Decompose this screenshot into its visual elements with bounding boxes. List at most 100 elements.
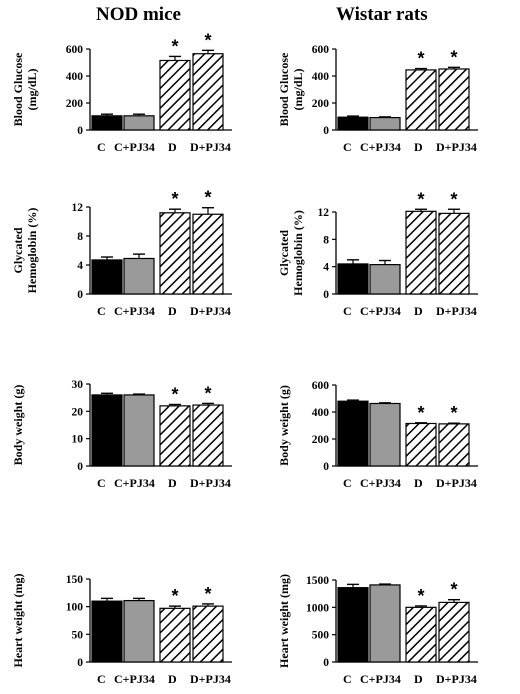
y-axis-label: Glycated bbox=[277, 230, 291, 276]
y-axis-label: Blood Glucose bbox=[277, 52, 291, 126]
chart-rat-bw: 0 200 400 600 Body weight (g) C C+PJ34 * D * D+PJ3… bbox=[277, 380, 478, 490]
bar-d-pj34 bbox=[438, 423, 470, 467]
bar-d-pj34 bbox=[192, 605, 224, 663]
bar-d-pj34 bbox=[192, 404, 224, 467]
category-label: C+PJ34 bbox=[114, 140, 155, 154]
y-tick-label: 400 bbox=[312, 407, 330, 419]
y-axis-label: Hemoglobin (%) bbox=[291, 210, 305, 296]
category-label: C+PJ34 bbox=[114, 304, 155, 318]
category-label: C+PJ34 bbox=[360, 672, 401, 686]
category-label: C+PJ34 bbox=[360, 476, 401, 490]
bar-c bbox=[337, 400, 369, 467]
y-tick-label: 0 bbox=[77, 461, 83, 473]
y-tick-label: 1000 bbox=[306, 602, 329, 614]
bar-d-pj34 bbox=[438, 68, 470, 131]
category-label: D+PJ34 bbox=[190, 140, 231, 154]
y-tick-label: 0 bbox=[77, 657, 83, 669]
y-tick-label: 1500 bbox=[306, 575, 329, 587]
significance-star: * bbox=[417, 189, 424, 209]
significance-star: * bbox=[450, 189, 457, 209]
y-axis-label: (mg/dL) bbox=[25, 68, 39, 110]
y-tick-label: 600 bbox=[312, 380, 330, 392]
y-tick-label: 12 bbox=[318, 207, 330, 219]
significance-star: * bbox=[171, 586, 178, 606]
bar-d bbox=[405, 210, 437, 295]
y-tick-label: 4 bbox=[323, 262, 329, 274]
category-label: D bbox=[414, 672, 423, 686]
category-label: C bbox=[343, 304, 352, 318]
y-tick-label: 200 bbox=[66, 98, 84, 110]
y-tick-label: 150 bbox=[66, 574, 84, 586]
bar-c-pj34 bbox=[123, 599, 155, 663]
category-label: D bbox=[168, 304, 177, 318]
y-tick-label: 200 bbox=[312, 98, 330, 110]
category-label: D+PJ34 bbox=[436, 476, 477, 490]
category-label: D bbox=[414, 476, 423, 490]
y-tick-label: 8 bbox=[77, 231, 83, 243]
y-tick-label: 600 bbox=[66, 44, 84, 56]
chart-rat-hba1c: 0 4 8 12 Glycated Hemoglobin (%) C C+PJ34 * D * D+P… bbox=[277, 189, 478, 318]
category-label: D bbox=[414, 304, 423, 318]
bar-d-pj34 bbox=[192, 213, 224, 295]
y-tick-label: 10 bbox=[72, 434, 84, 446]
bar-d bbox=[159, 607, 191, 663]
significance-star: * bbox=[171, 36, 178, 56]
y-tick-label: 0 bbox=[77, 125, 83, 137]
significance-star: * bbox=[450, 403, 457, 423]
column-title-nod-mice: NOD mice bbox=[96, 4, 181, 25]
category-label: C bbox=[343, 140, 352, 154]
significance-star: * bbox=[417, 49, 424, 69]
category-label: C+PJ34 bbox=[360, 140, 401, 154]
bar-c bbox=[91, 259, 123, 295]
y-tick-label: 0 bbox=[323, 461, 329, 473]
bar-c-pj34 bbox=[369, 264, 401, 295]
bar-c bbox=[91, 115, 123, 131]
y-axis-label: Hemoglobin (%) bbox=[25, 208, 39, 294]
chart-rat-hw: 0 500 1000 1500 Heart weight (mg) C C+PJ34 * D * D… bbox=[277, 574, 478, 686]
significance-star: * bbox=[171, 189, 178, 209]
bar-c-pj34 bbox=[123, 257, 155, 295]
y-tick-label: 0 bbox=[77, 289, 83, 301]
y-tick-label: 12 bbox=[72, 202, 84, 214]
y-tick-label: 0 bbox=[323, 289, 329, 301]
bar-c-pj34 bbox=[123, 394, 155, 467]
bar-c-pj34 bbox=[123, 115, 155, 131]
chart-nod-hba1c: 0 4 8 12 Glycated Hemoglobin (%) C C+PJ34 * D * D+P… bbox=[11, 188, 232, 318]
y-tick-label: 8 bbox=[323, 234, 329, 246]
category-label: D bbox=[168, 672, 177, 686]
y-tick-label: 200 bbox=[312, 434, 330, 446]
y-axis-label: Heart weight (mg) bbox=[277, 574, 291, 668]
y-tick-label: 4 bbox=[77, 260, 83, 272]
category-label: D bbox=[168, 140, 177, 154]
bar-d bbox=[159, 405, 191, 467]
category-label: D bbox=[168, 476, 177, 490]
bar-d bbox=[159, 212, 191, 295]
category-label: D+PJ34 bbox=[190, 672, 231, 686]
y-axis-label: Body weight (g) bbox=[11, 385, 25, 466]
category-label: D+PJ34 bbox=[190, 476, 231, 490]
bar-d-pj34 bbox=[438, 212, 470, 295]
significance-star: * bbox=[450, 47, 457, 67]
category-label: D+PJ34 bbox=[436, 304, 477, 318]
bar-d bbox=[159, 59, 191, 131]
y-axis-label: (mg/dL) bbox=[291, 68, 305, 110]
bar-d-pj34 bbox=[192, 53, 224, 131]
bar-d bbox=[405, 69, 437, 131]
chart-nod-bw: 0 10 20 30 Body weight (g) C C+PJ34 * D * D+PJ34 bbox=[11, 379, 232, 490]
category-label: C+PJ34 bbox=[114, 476, 155, 490]
bar-c bbox=[91, 394, 123, 467]
significance-star: * bbox=[417, 403, 424, 423]
bar-c bbox=[91, 600, 123, 663]
y-tick-label: 30 bbox=[72, 379, 84, 391]
y-tick-label: 500 bbox=[312, 630, 330, 642]
y-axis-label: Heart weight (mg) bbox=[11, 574, 25, 668]
significance-star: * bbox=[204, 30, 211, 50]
y-tick-label: 50 bbox=[72, 629, 84, 641]
bar-c bbox=[337, 116, 369, 131]
bar-d bbox=[405, 422, 437, 467]
y-axis-label: Blood Glucose bbox=[11, 52, 25, 126]
significance-star: * bbox=[204, 584, 211, 604]
y-tick-label: 100 bbox=[66, 602, 84, 614]
y-axis-label: Body weight (g) bbox=[277, 385, 291, 466]
